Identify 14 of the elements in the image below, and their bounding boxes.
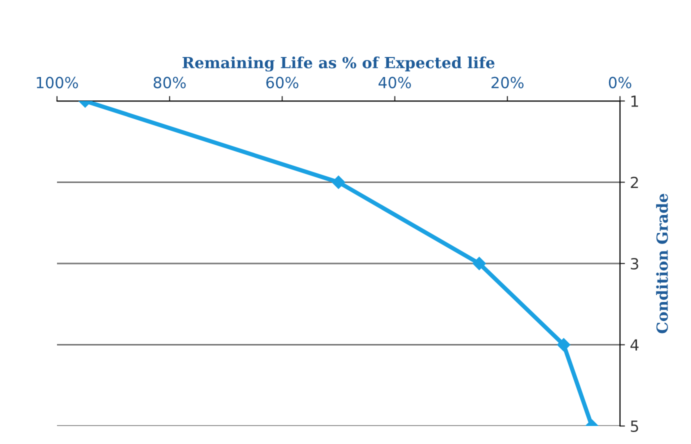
x-tick-label: 100% [36, 76, 78, 88]
y-axis-title: Condition Grade [656, 194, 668, 334]
x-tick-label: 80% [154, 76, 186, 88]
point [472, 256, 486, 270]
x-axis-title: Remaining Life as % of Expected life [182, 56, 494, 72]
y-tick-label: 2 [630, 176, 638, 188]
x-tick-label: 40% [378, 76, 411, 88]
x-tick-label: 0% [608, 76, 632, 88]
y-tick-label: 5 [630, 420, 638, 432]
y-tick-label: 3 [630, 258, 638, 270]
y-tick-label: 1 [631, 96, 638, 107]
x-tick-label: 20% [492, 76, 524, 88]
x-tick-label: 60% [266, 76, 298, 88]
y-tick-label: 4 [630, 339, 639, 351]
